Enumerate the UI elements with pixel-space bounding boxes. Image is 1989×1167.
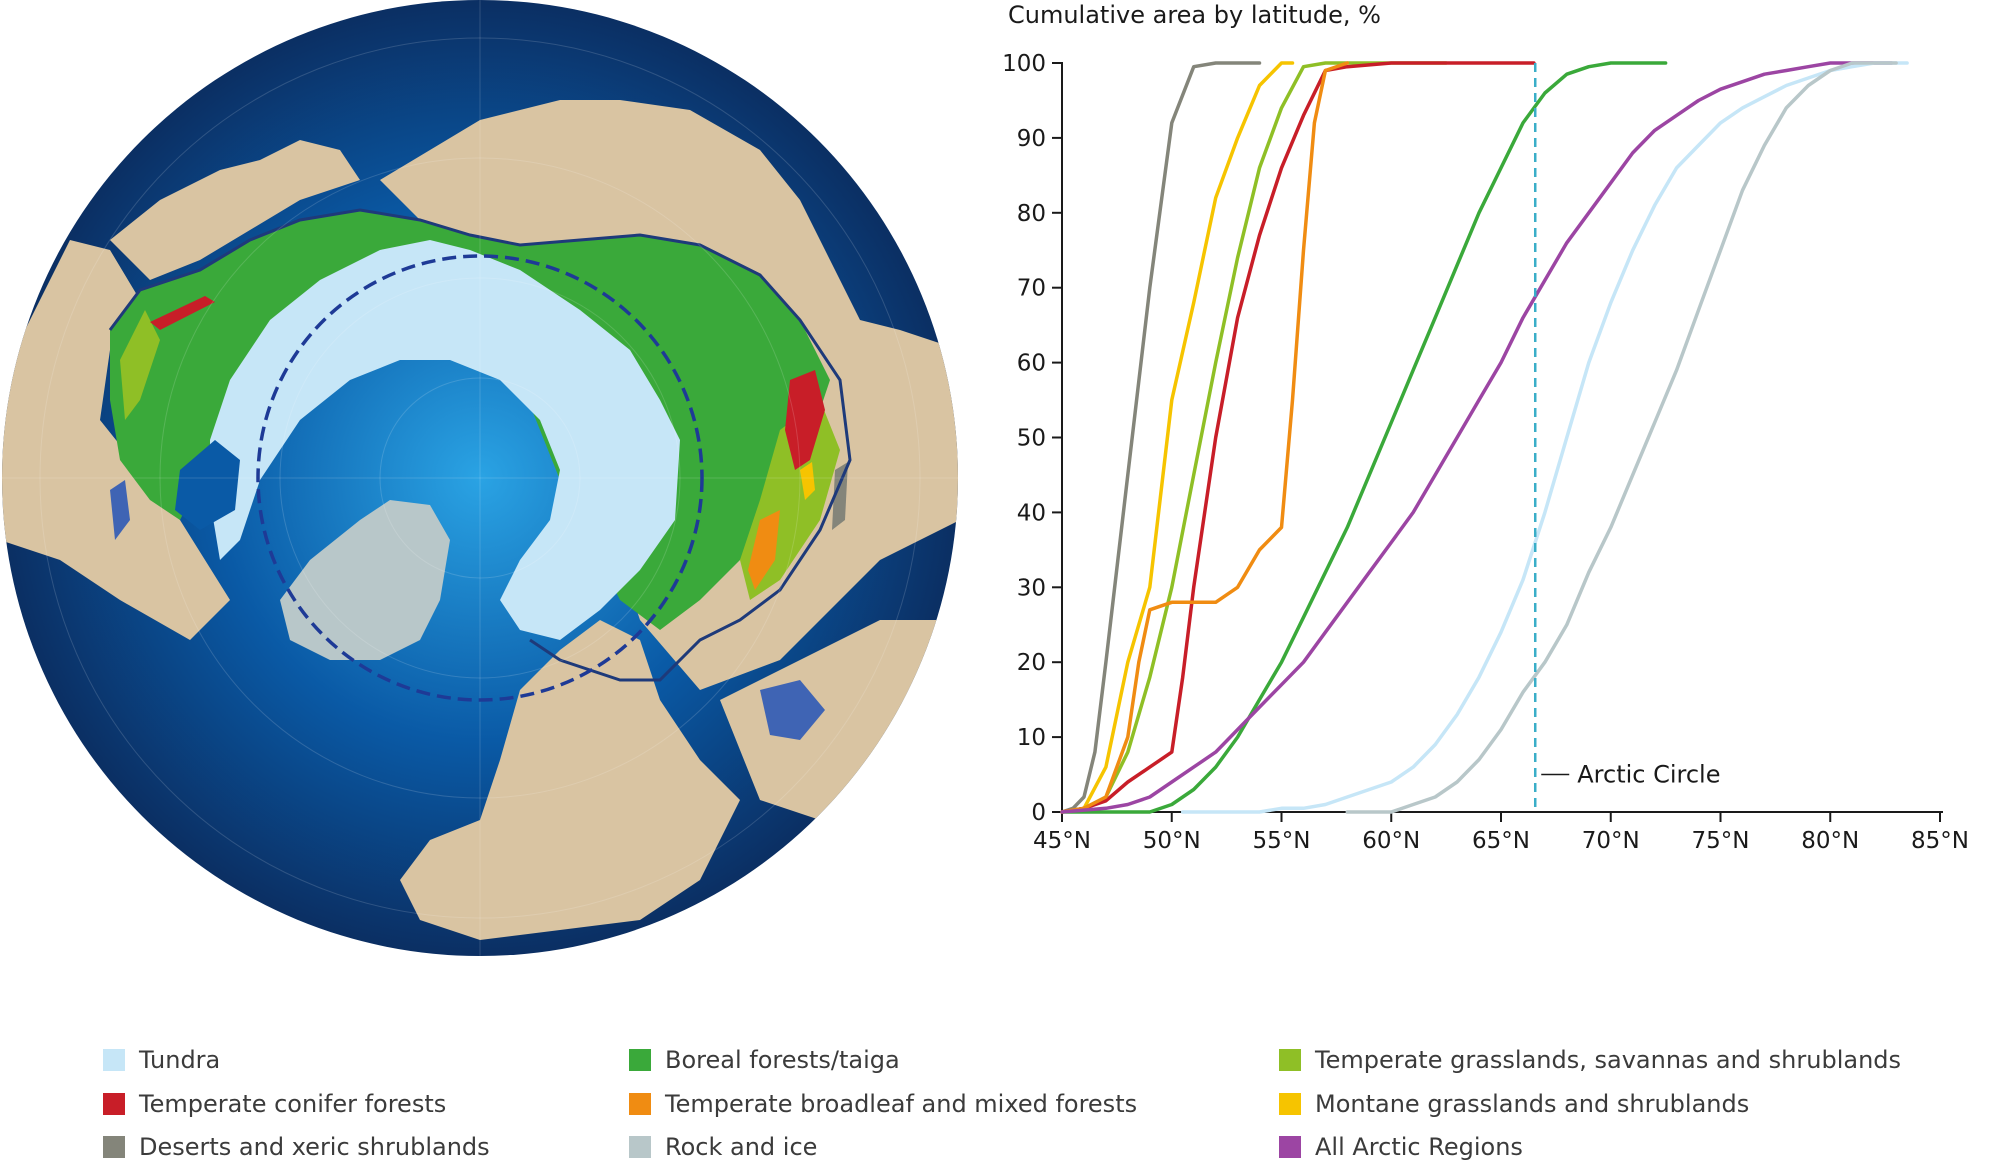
- legend-swatch: [103, 1136, 125, 1158]
- montane-patch-asia: [800, 462, 815, 500]
- legend-item: Boreal forests/taiga: [629, 1040, 900, 1080]
- legend-swatch: [103, 1093, 125, 1115]
- x-tick-label: 50°N: [1143, 828, 1201, 854]
- series-line-temperate-broadleaf-and-mixed-forests: [1060, 61, 1350, 814]
- lake-1: [760, 680, 825, 740]
- y-tick-label: 50: [1017, 426, 1046, 452]
- series-line-rock-and-ice: [1345, 61, 1898, 814]
- y-tick-label: 10: [1017, 725, 1046, 751]
- legend-item: Rock and ice: [629, 1127, 817, 1167]
- graticule: [2, 0, 958, 956]
- chart-title: Cumulative area by latitude, %: [1008, 1, 1381, 29]
- x-tick-label: 60°N: [1362, 828, 1420, 854]
- legend-item: Montane grasslands and shrublands: [1279, 1084, 1749, 1124]
- hudson-bay: [175, 440, 240, 530]
- series-line-deserts-and-xeric-shrublands: [1060, 61, 1262, 814]
- legend-swatch: [1279, 1136, 1301, 1158]
- legend-item: All Arctic Regions: [1279, 1127, 1523, 1167]
- x-tick-label: 85°N: [1911, 828, 1969, 854]
- legend-label: All Arctic Regions: [1315, 1133, 1523, 1161]
- legend-label: Montane grasslands and shrublands: [1315, 1090, 1750, 1118]
- series-line-temperate-conifer-forests: [1060, 61, 1536, 814]
- y-tick-label: 100: [1002, 51, 1046, 77]
- arctic-circle-label: Arctic Circle: [1577, 761, 1720, 789]
- land-north-america-west: [110, 140, 360, 280]
- broadleaf-patch-asia: [748, 510, 780, 590]
- x-tick-label: 45°N: [1033, 828, 1091, 854]
- conifer-patch-asia: [785, 370, 825, 470]
- legend-swatch: [629, 1093, 651, 1115]
- legend-item: Temperate grasslands, savannas and shrub…: [1279, 1040, 1901, 1080]
- legend-label: Temperate grasslands, savannas and shrub…: [1315, 1046, 1902, 1074]
- y-tick-label: 0: [1031, 800, 1046, 826]
- legend-label: Tundra: [139, 1046, 221, 1074]
- cumulative-area-chart: Cumulative area by latitude, % 0 10 20 30 40…: [1002, 1, 1969, 854]
- legend-label: Temperate conifer forests: [139, 1090, 447, 1118]
- legend-item: Deserts and xeric shrublands: [103, 1127, 490, 1167]
- legend-label: Deserts and xeric shrublands: [139, 1133, 490, 1161]
- legend-item: Tundra: [103, 1040, 220, 1080]
- land-europe: [400, 620, 740, 940]
- legend-label: Temperate broadleaf and mixed forests: [665, 1090, 1138, 1118]
- series-line-boreal-forests-taiga: [1060, 61, 1668, 814]
- x-tick-label: 80°N: [1801, 828, 1859, 854]
- legend-item: Temperate conifer forests: [103, 1084, 446, 1124]
- series-line-all-arctic-regions: [1060, 61, 1894, 814]
- legend: Tundra Boreal forests/taiga Temperate gras…: [103, 1040, 1963, 1161]
- y-tick-label: 30: [1017, 575, 1046, 601]
- tundra-ring: [210, 240, 680, 640]
- land-north-america-east: [2, 240, 230, 640]
- legend-swatch: [1279, 1049, 1301, 1071]
- polar-map: [2, 0, 958, 956]
- x-tick-label: 75°N: [1692, 828, 1750, 854]
- legend-label: Rock and ice: [665, 1133, 818, 1161]
- legend-label: Boreal forests/taiga: [665, 1046, 900, 1074]
- x-tick-label: 55°N: [1253, 828, 1311, 854]
- x-tick-label: 70°N: [1582, 828, 1640, 854]
- conifer-patch-na: [150, 296, 215, 330]
- series-line-montane-grasslands-and-shrublands: [1060, 61, 1295, 814]
- y-tick-label: 40: [1017, 500, 1046, 526]
- greenland-ice: [280, 500, 450, 660]
- temperate-grass-band-na: [120, 310, 160, 420]
- legend-swatch: [629, 1136, 651, 1158]
- y-tick-label: 80: [1017, 201, 1046, 227]
- legend-swatch: [1279, 1093, 1301, 1115]
- desert-patch-asia: [832, 462, 848, 530]
- legend-swatch: [629, 1049, 651, 1071]
- lake-2: [110, 480, 130, 540]
- y-tick-label: 60: [1017, 351, 1046, 377]
- arctic-region-boundary: [108, 208, 852, 682]
- series-line-tundra: [1180, 61, 1909, 814]
- arctic-circle-ring: [256, 254, 704, 702]
- x-tick-label: 65°N: [1472, 828, 1530, 854]
- legend-swatch: [103, 1049, 125, 1071]
- series-line-temperate-grasslands-savannas-and-shrublands: [1060, 61, 1448, 814]
- legend-item: Temperate broadleaf and mixed forests: [629, 1084, 1137, 1124]
- y-tick-label: 20: [1017, 650, 1046, 676]
- y-tick-label: 70: [1017, 276, 1046, 302]
- y-tick-label: 90: [1017, 126, 1046, 152]
